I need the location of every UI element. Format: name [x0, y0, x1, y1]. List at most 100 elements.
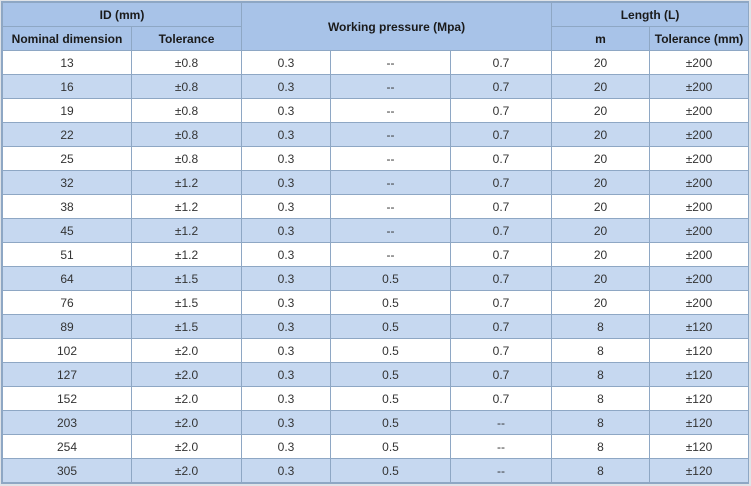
- pressure-3-cell: 0.7: [450, 170, 553, 195]
- pressure-2-cell: 0.5: [330, 290, 452, 315]
- length-tolerance-cell: ±200: [649, 170, 750, 195]
- header-row-top: ID (mm) Working pressure (Mpa) Length (L…: [1, 2, 750, 51]
- length-tolerance-cell: ±120: [649, 386, 750, 411]
- length-m-cell: 20: [551, 122, 651, 147]
- length-m-cell: 20: [551, 266, 651, 291]
- header-row-sub: Nominal dimension Tolerance m Tolerance …: [2, 26, 750, 51]
- pressure-1-cell: 0.3: [241, 458, 332, 483]
- table-row: 25 ±0.8 0.3 -- 0.7 20 ±200: [2, 146, 750, 171]
- table-row: 38 ±1.2 0.3 -- 0.7 20 ±200: [2, 194, 750, 219]
- pressure-3-cell: 0.7: [450, 314, 553, 339]
- length-m-cell: 20: [551, 170, 651, 195]
- length-m-cell: 8: [551, 314, 651, 339]
- table-row: 32 ±1.2 0.3 -- 0.7 20 ±200: [2, 170, 750, 195]
- nominal-dimension-cell: 32: [2, 170, 132, 195]
- length-tolerance-cell: ±200: [649, 98, 750, 123]
- pressure-2-cell: --: [330, 146, 452, 171]
- length-m-cell: 8: [551, 338, 651, 363]
- table-row: 89 ±1.5 0.3 0.5 0.7 8 ±120: [2, 314, 750, 339]
- pressure-3-cell: 0.7: [450, 338, 553, 363]
- table-header: ID (mm) Working pressure (Mpa) Length (L…: [1, 2, 750, 51]
- id-tolerance-cell: ±0.8: [130, 122, 243, 147]
- table-row: 127 ±2.0 0.3 0.5 0.7 8 ±120: [2, 362, 750, 387]
- table-row: 254 ±2.0 0.3 0.5 -- 8 ±120: [2, 434, 750, 459]
- id-tolerance-cell: ±2.0: [130, 458, 243, 483]
- length-tolerance-cell: ±120: [649, 338, 750, 363]
- working-pressure-header: Working pressure (Mpa): [241, 2, 553, 51]
- length-tolerance-cell: ±120: [649, 314, 750, 339]
- pressure-1-cell: 0.3: [241, 170, 332, 195]
- id-tolerance-cell: ±0.8: [130, 50, 243, 75]
- table-row: 152 ±2.0 0.3 0.5 0.7 8 ±120: [2, 386, 750, 411]
- length-m-cell: 8: [551, 434, 651, 459]
- pressure-2-cell: --: [330, 74, 452, 99]
- pressure-2-cell: 0.5: [330, 434, 452, 459]
- table-row: 102 ±2.0 0.3 0.5 0.7 8 ±120: [2, 338, 750, 363]
- length-m-cell: 8: [551, 362, 651, 387]
- id-tolerance-cell: ±1.5: [130, 266, 243, 291]
- length-m-cell: 20: [551, 98, 651, 123]
- pressure-3-cell: 0.7: [450, 194, 553, 219]
- length-m-cell: 20: [551, 290, 651, 315]
- table-row: 45 ±1.2 0.3 -- 0.7 20 ±200: [2, 218, 750, 243]
- table-row: 16 ±0.8 0.3 -- 0.7 20 ±200: [2, 74, 750, 99]
- length-m-cell: 8: [551, 458, 651, 483]
- table-row: 76 ±1.5 0.3 0.5 0.7 20 ±200: [2, 290, 750, 315]
- pressure-1-cell: 0.3: [241, 410, 332, 435]
- nominal-dimension-header: Nominal dimension: [2, 26, 132, 51]
- pressure-3-cell: --: [450, 410, 553, 435]
- id-tolerance-cell: ±1.2: [130, 194, 243, 219]
- length-tolerance-cell: ±200: [649, 290, 750, 315]
- pressure-1-cell: 0.3: [241, 74, 332, 99]
- pressure-2-cell: --: [330, 50, 452, 75]
- id-group-header: ID (mm): [1, 2, 243, 27]
- table-body: 13 ±0.8 0.3 -- 0.7 20 ±200 16 ±0.8 0.3 -- 0.7 20 ±200…: [2, 50, 750, 483]
- nominal-dimension-cell: 16: [2, 74, 132, 99]
- id-tolerance-cell: ±1.2: [130, 242, 243, 267]
- length-tolerance-cell: ±200: [649, 122, 750, 147]
- id-tolerance-cell: ±1.2: [130, 218, 243, 243]
- pressure-2-cell: 0.5: [330, 338, 452, 363]
- length-tolerance-header: Tolerance (mm): [649, 26, 750, 51]
- pressure-2-cell: 0.5: [330, 314, 452, 339]
- length-tolerance-cell: ±200: [649, 194, 750, 219]
- pressure-1-cell: 0.3: [241, 362, 332, 387]
- nominal-dimension-cell: 25: [2, 146, 132, 171]
- length-group-header: Length (L): [551, 2, 750, 27]
- table-row: 203 ±2.0 0.3 0.5 -- 8 ±120: [2, 410, 750, 435]
- pressure-3-cell: 0.7: [450, 74, 553, 99]
- pressure-1-cell: 0.3: [241, 146, 332, 171]
- length-m-cell: 20: [551, 74, 651, 99]
- length-m-cell: 20: [551, 218, 651, 243]
- pressure-2-cell: 0.5: [330, 362, 452, 387]
- table-row: 19 ±0.8 0.3 -- 0.7 20 ±200: [2, 98, 750, 123]
- nominal-dimension-cell: 89: [2, 314, 132, 339]
- pressure-1-cell: 0.3: [241, 218, 332, 243]
- nominal-dimension-cell: 76: [2, 290, 132, 315]
- pressure-1-cell: 0.3: [241, 386, 332, 411]
- id-tolerance-cell: ±1.5: [130, 290, 243, 315]
- id-tolerance-cell: ±2.0: [130, 386, 243, 411]
- nominal-dimension-cell: 64: [2, 266, 132, 291]
- length-tolerance-cell: ±120: [649, 434, 750, 459]
- pressure-1-cell: 0.3: [241, 266, 332, 291]
- length-m-cell: 20: [551, 50, 651, 75]
- id-tolerance-cell: ±1.5: [130, 314, 243, 339]
- pressure-1-cell: 0.3: [241, 98, 332, 123]
- length-tolerance-cell: ±200: [649, 266, 750, 291]
- length-m-cell: 8: [551, 386, 651, 411]
- nominal-dimension-cell: 152: [2, 386, 132, 411]
- length-tolerance-cell: ±200: [649, 218, 750, 243]
- pressure-2-cell: --: [330, 98, 452, 123]
- pressure-1-cell: 0.3: [241, 434, 332, 459]
- length-m-cell: 8: [551, 410, 651, 435]
- pressure-3-cell: 0.7: [450, 290, 553, 315]
- pressure-1-cell: 0.3: [241, 314, 332, 339]
- length-m-header: m: [551, 26, 651, 51]
- table-row: 51 ±1.2 0.3 -- 0.7 20 ±200: [2, 242, 750, 267]
- pressure-2-cell: 0.5: [330, 266, 452, 291]
- nominal-dimension-cell: 45: [2, 218, 132, 243]
- id-tolerance-cell: ±2.0: [130, 338, 243, 363]
